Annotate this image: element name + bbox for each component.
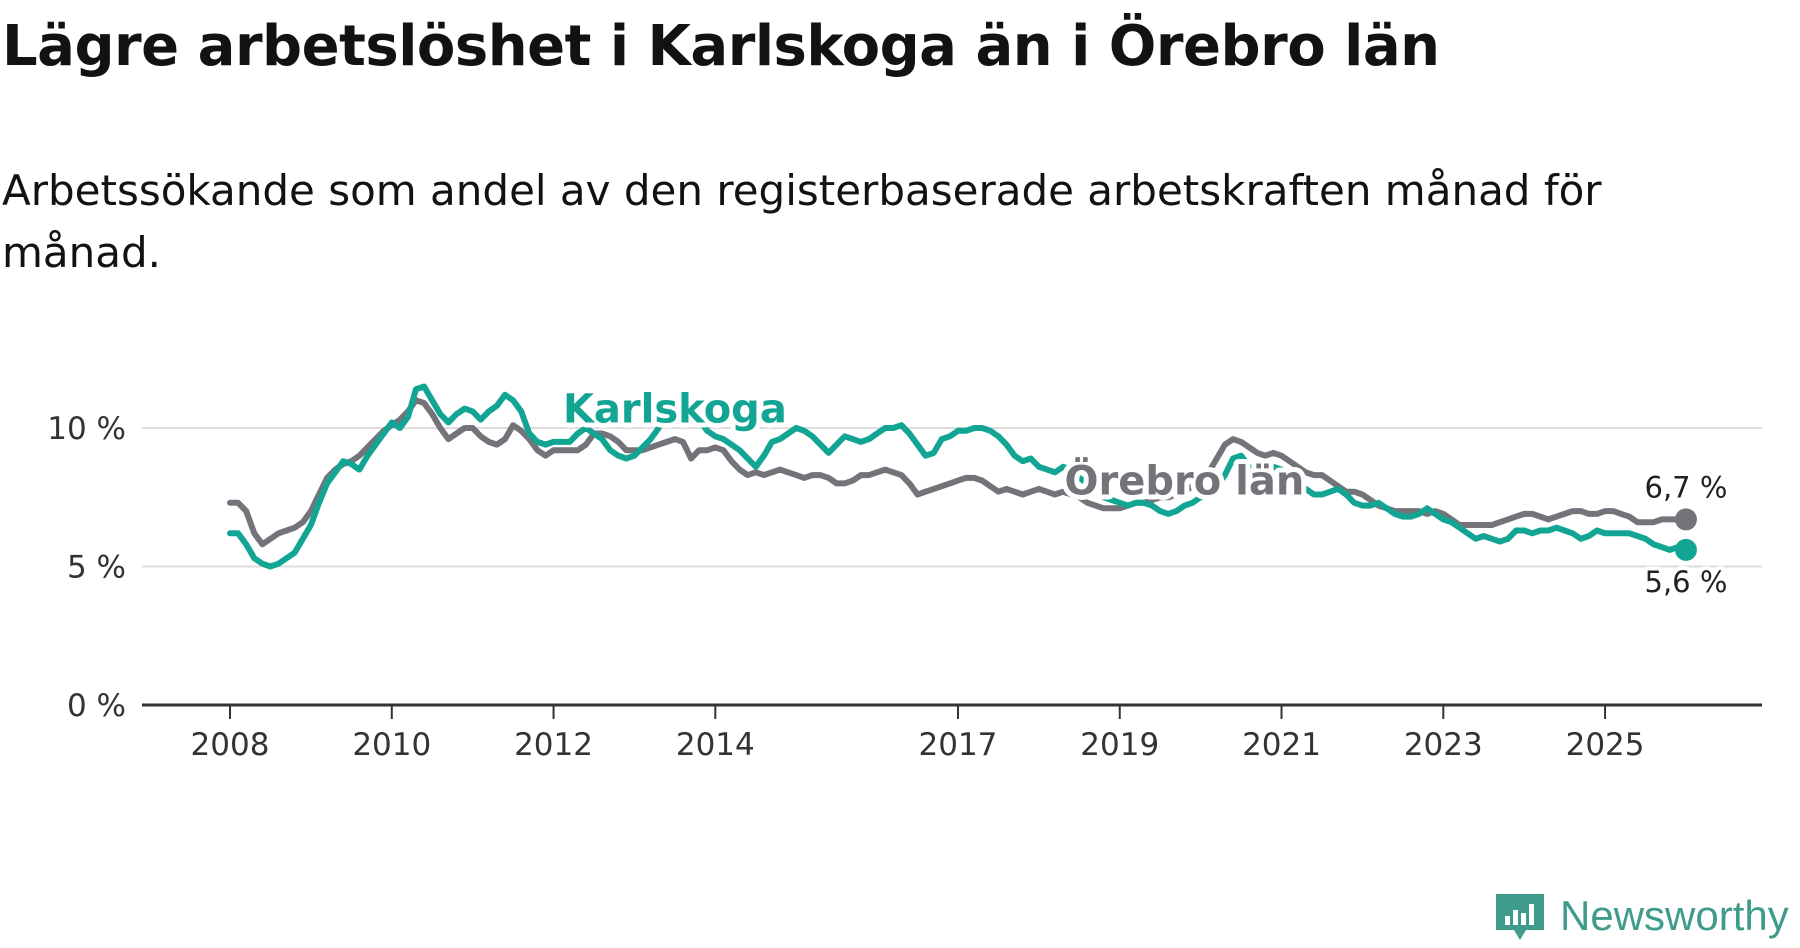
series-label-orebro: Örebro län	[1065, 456, 1305, 504]
x-tick-label: 2021	[1242, 727, 1321, 763]
series-line-orebro	[227, 397, 1689, 548]
y-axis-ticks: 0 % 5 % 10 %	[47, 411, 126, 724]
chart-title: Lägre arbetslöshet i Karlskoga än i Öreb…	[2, 14, 1440, 79]
chart-subtitle: Arbetssökande som andel av den registerb…	[2, 166, 1602, 277]
end-point-karlskoga	[1674, 538, 1697, 561]
x-tick-label: 2023	[1404, 727, 1483, 763]
y-tick-label: 0 %	[67, 688, 126, 724]
series-line-karlskoga	[227, 383, 1689, 570]
newsworthy-logo-icon	[1496, 894, 1544, 940]
y-tick-label: 5 %	[67, 550, 126, 586]
end-value-label-orebro: 6,7 %	[1645, 470, 1728, 504]
x-tick-label: 2017	[919, 727, 998, 763]
series-labels: Karlskoga 5,6 % Örebro län 6,7 %	[558, 381, 1731, 602]
x-axis: 2008 2010 2012 2014 2017 2019 2021 2023 2025	[142, 703, 1762, 763]
x-tick-label: 2019	[1080, 727, 1159, 763]
brand-logo: Newsworthy	[1492, 888, 1798, 944]
x-tick-label: 2008	[191, 727, 270, 763]
end-value-label-karlskoga: 5,6 %	[1645, 565, 1728, 599]
end-point-orebro	[1674, 508, 1697, 531]
x-tick-label: 2025	[1566, 727, 1645, 763]
x-tick-label: 2014	[676, 727, 755, 763]
x-tick-label: 2012	[514, 727, 593, 763]
gridlines	[142, 427, 1762, 568]
brand-name: Newsworthy	[1560, 892, 1789, 939]
y-tick-label: 10 %	[47, 411, 126, 447]
series-label-karlskoga: Karlskoga	[563, 386, 787, 432]
x-tick-label: 2010	[352, 727, 431, 763]
series-lines	[227, 383, 1697, 570]
